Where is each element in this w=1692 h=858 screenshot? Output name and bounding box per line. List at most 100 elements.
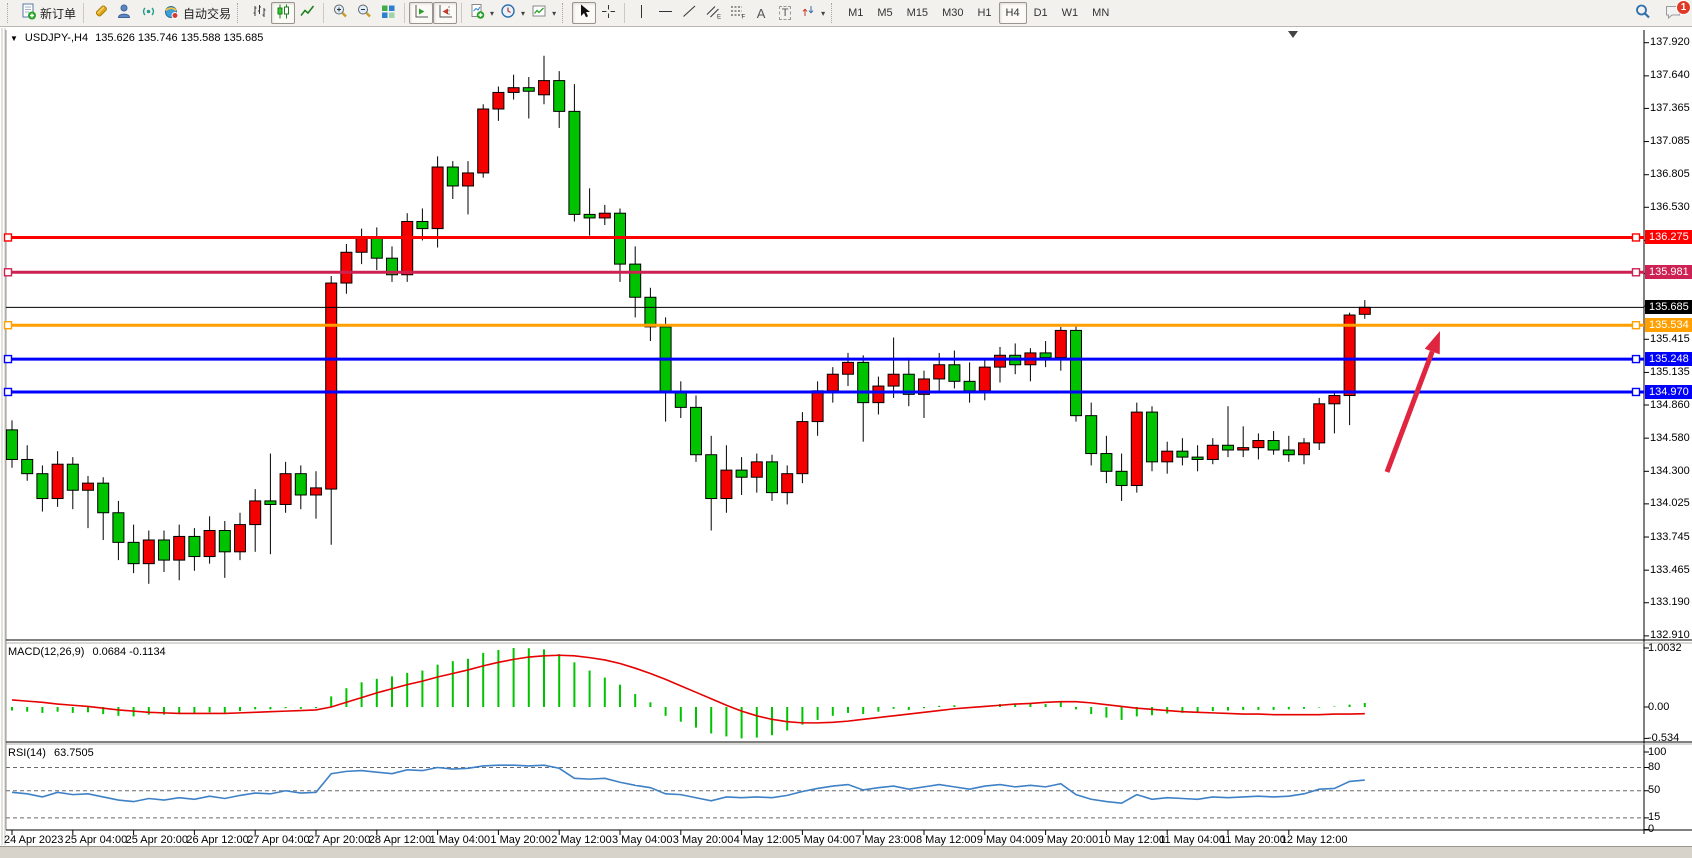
- candle-body: [1298, 442, 1310, 456]
- candle-body: [750, 461, 763, 478]
- line-anchor-marker[interactable]: [1631, 321, 1641, 330]
- new-order-icon: [20, 3, 37, 23]
- candle-body: [6, 429, 18, 460]
- auto-trading-button[interactable]: 自动交易: [160, 2, 234, 24]
- candle-body: [857, 361, 870, 404]
- candle-body: [1267, 440, 1280, 451]
- candle-body: [978, 366, 991, 392]
- bar-chart-button[interactable]: [247, 2, 271, 24]
- candle-body: [538, 80, 550, 96]
- time-tick-label: 25 Apr 04:00: [64, 834, 128, 846]
- candle-body: [203, 530, 216, 558]
- line-anchor-marker[interactable]: [3, 387, 13, 397]
- candle-body: [842, 361, 854, 375]
- line-anchor-marker[interactable]: [1631, 387, 1641, 397]
- line-chart-button[interactable]: [295, 2, 319, 24]
- timeframe-button-D1[interactable]: D1: [1033, 7, 1048, 19]
- indicator-scale-label: 50: [1648, 784, 1661, 797]
- text-tool-icon: A: [756, 5, 766, 21]
- time-tick-label: 5 May 04:00: [794, 834, 855, 846]
- zoom-in-button[interactable]: [328, 2, 352, 24]
- signals-button[interactable]: [136, 2, 160, 24]
- macd-indicator-label: MACD(12,26,9) 0.0684 -0.1134: [8, 646, 166, 658]
- candle-body: [796, 421, 809, 475]
- chart-canvas[interactable]: [0, 28, 1692, 846]
- candle-body: [553, 80, 566, 112]
- candle-body: [127, 541, 140, 565]
- styles-button[interactable]: [88, 2, 112, 24]
- zoom-out-icon: [356, 3, 373, 23]
- line-anchor-marker[interactable]: [1631, 268, 1641, 277]
- time-tick-label: 3 May 04:00: [612, 834, 673, 846]
- separator: [404, 3, 406, 23]
- chart-shift-button[interactable]: [433, 2, 458, 24]
- timeframe-button-H1[interactable]: H1: [977, 7, 992, 19]
- annotation-arrow-shaft[interactable]: [1384, 350, 1435, 473]
- time-tick-label: 12 May 12:00: [1280, 834, 1348, 846]
- candle-body: [462, 172, 474, 187]
- candle-body: [781, 473, 794, 494]
- timeframe-button-MN[interactable]: MN: [1092, 7, 1110, 19]
- candle-body: [218, 530, 231, 553]
- timeframe-button-M5[interactable]: M5: [877, 7, 893, 19]
- candle-body: [97, 482, 110, 514]
- indicator-scale-label: 1.0032: [1648, 641, 1682, 654]
- account-button[interactable]: [112, 2, 136, 24]
- candle-body: [720, 469, 733, 500]
- timeframe-button-W1[interactable]: W1: [1061, 7, 1079, 19]
- price-tick-label: 134.025: [1650, 497, 1690, 510]
- channel-tool-button[interactable]: E: [701, 2, 725, 24]
- candle-body: [1070, 329, 1082, 417]
- templates-button[interactable]: ▾: [528, 2, 559, 24]
- chart-shift-marker[interactable]: [1288, 31, 1298, 38]
- time-tick-label: 26 Apr 12:00: [186, 834, 249, 846]
- chevron-down-icon: ▾: [821, 8, 826, 18]
- indicators-button[interactable]: ▾: [466, 2, 497, 24]
- new-order-button[interactable]: 新订单: [17, 2, 79, 24]
- label-tool-button[interactable]: T: [773, 2, 797, 24]
- line-anchor-marker[interactable]: [3, 354, 13, 364]
- trendline-tool-button[interactable]: [677, 2, 701, 24]
- horizontal-line-tool-button[interactable]: [653, 2, 677, 24]
- crosshair-button[interactable]: [596, 2, 620, 24]
- timeframe-button-M30[interactable]: M30: [942, 7, 964, 19]
- candle-body: [310, 487, 322, 496]
- tile-windows-button[interactable]: [376, 2, 400, 24]
- timeframe-button-H4[interactable]: H4: [998, 2, 1027, 24]
- price-tick-label: 136.530: [1650, 200, 1690, 213]
- candle-body: [1252, 440, 1265, 449]
- symbol-dropdown-icon[interactable]: ▼: [10, 33, 18, 43]
- person-icon: [116, 3, 133, 23]
- candle-body: [401, 220, 414, 276]
- zoom-in-icon: [332, 3, 349, 23]
- notifications-button[interactable]: 1: [1661, 0, 1691, 24]
- line-anchor-marker[interactable]: [1631, 233, 1641, 242]
- annotation-arrow-head[interactable]: [1424, 331, 1440, 355]
- candle-body: [1054, 329, 1067, 359]
- candle-body: [355, 236, 368, 253]
- search-icon: [1634, 3, 1652, 24]
- line-anchor-marker[interactable]: [3, 321, 13, 330]
- zoom-out-button[interactable]: [352, 2, 376, 24]
- chart-window[interactable]: ▼ USDJPY-,H4 135.626 135.746 135.588 135…: [0, 28, 1692, 846]
- candle-body: [918, 378, 930, 395]
- text-tool-button[interactable]: A: [749, 2, 773, 24]
- search-button[interactable]: [1631, 2, 1655, 24]
- main-toolbar: 新订单 自动交易: [0, 0, 1692, 27]
- candlestick-chart-button[interactable]: [271, 2, 296, 24]
- line-anchor-marker[interactable]: [3, 268, 13, 277]
- periods-button[interactable]: ▾: [497, 2, 528, 24]
- line-anchor-marker[interactable]: [3, 233, 13, 242]
- auto-scroll-button[interactable]: [409, 2, 434, 24]
- timeframe-button-M15[interactable]: M15: [906, 7, 929, 19]
- fibonacci-tool-button[interactable]: F: [725, 2, 749, 24]
- timeframe-button-M1[interactable]: M1: [848, 7, 864, 19]
- template-icon: [531, 3, 548, 23]
- candle-body: [644, 296, 657, 328]
- line-anchor-marker[interactable]: [1631, 354, 1641, 364]
- cursor-button[interactable]: [572, 2, 597, 24]
- chevron-down-icon: ▾: [490, 8, 495, 18]
- arrows-tool-button[interactable]: ▾: [797, 2, 828, 24]
- vertical-line-tool-button[interactable]: [629, 2, 653, 24]
- indicator-scale-label: 0.00: [1648, 700, 1670, 713]
